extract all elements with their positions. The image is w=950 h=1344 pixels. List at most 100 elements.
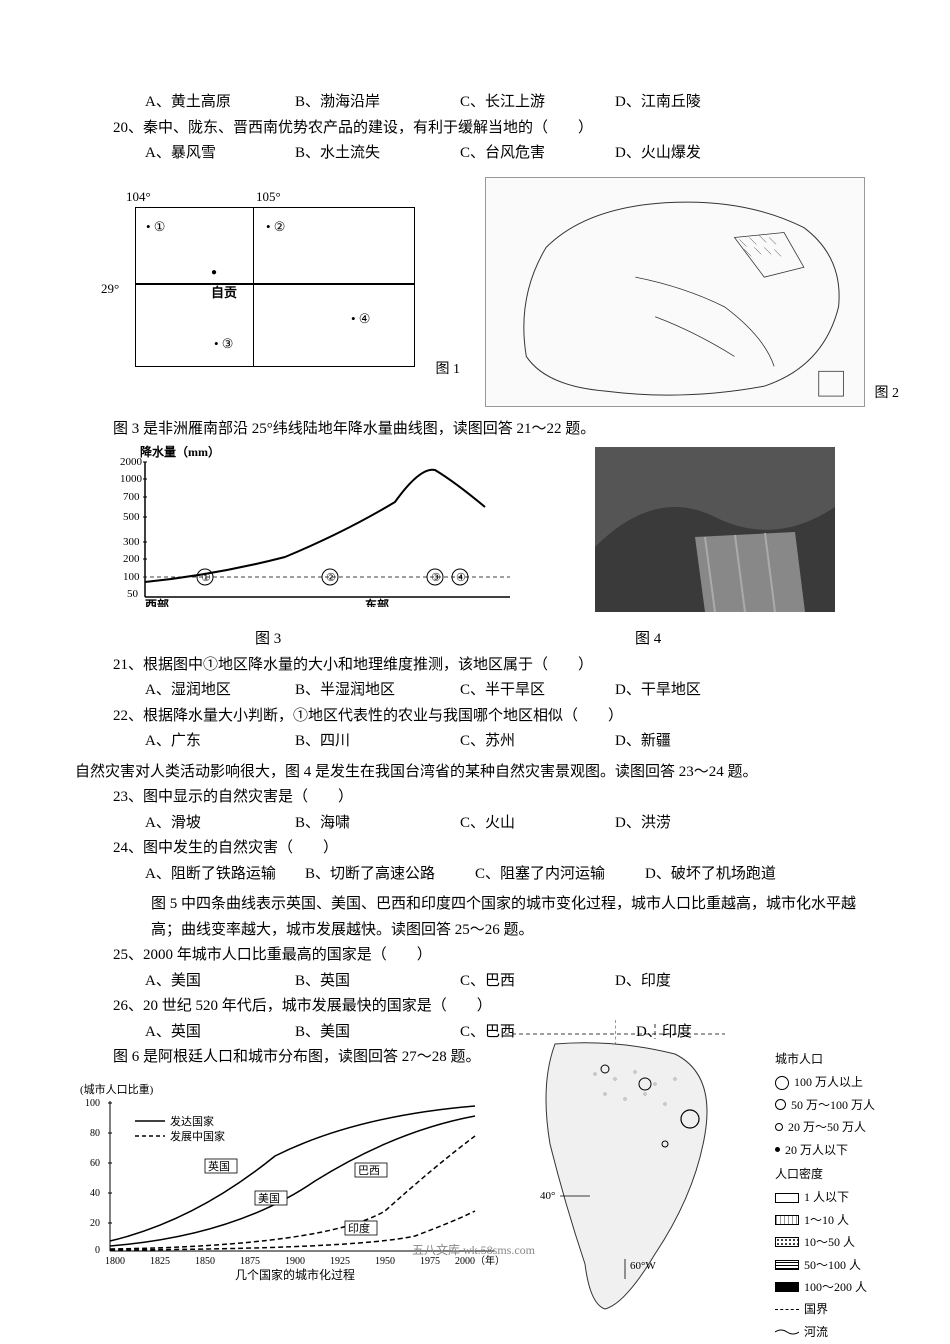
svg-text:印度: 印度 xyxy=(348,1221,370,1235)
q21-opt-c: C、半干旱区 xyxy=(460,678,615,704)
fig1-mark-3: • ③ xyxy=(214,333,233,355)
q22-opt-c: C、苏州 xyxy=(460,729,615,755)
svg-text:③: ③ xyxy=(431,572,441,584)
figure-1: 104° 105° 29° • ① • ② ●自贡 • ③ • ④ 图 1 xyxy=(95,177,435,377)
q24-options: A、阻断了铁路运输 B、切断了高速公路 C、阻塞了内河运输 D、破坏了机场跑道 xyxy=(75,862,875,888)
legend-pop1: 100 万人以上 xyxy=(794,1072,863,1092)
legend-den2: 1～10 人 xyxy=(804,1210,849,1230)
q23-opt-b: B、海啸 xyxy=(295,811,460,837)
q26-opt-b: B、美国 xyxy=(295,1020,460,1046)
fig34-captions: 图 3 图 4 xyxy=(75,627,875,653)
svg-text:50: 50 xyxy=(127,588,139,600)
q25-opt-d: D、印度 xyxy=(615,969,765,995)
q21-opt-b: B、半湿润地区 xyxy=(295,678,460,704)
q23-opt-a: A、滑坡 xyxy=(145,811,295,837)
precipitation-chart-icon: 2000 1000 700 500 300 200 100 50 ① ② ③ ④… xyxy=(115,447,515,607)
fig3-intro: 图 3 是非洲雁南部沿 25°纬线陆地年降水量曲线图，读图回答 21～22 题。 xyxy=(75,417,875,443)
fig1-caption: 图 1 xyxy=(436,358,461,382)
intro-23: 自然灾害对人类活动影响很大，图 4 是发生在我国台湾省的某种自然灾害景观图。读图… xyxy=(75,760,875,786)
figure-5: (城市人口比重) 100 80 60 40 20 0 1800 1825 185… xyxy=(75,1081,505,1281)
fig1-lon-104: 104° xyxy=(126,186,151,208)
q21-text: 21、根据图中①地区降水量的大小和地理维度推测，该地区属于（ ） xyxy=(75,653,875,679)
figure-6: 40° 60°W 城市人口 100 万人以上 50 万～100 万人 20 万～… xyxy=(495,1024,875,1324)
q25-opt-a: A、美国 xyxy=(145,969,295,995)
q24-opt-c: C、阻塞了内河运输 xyxy=(475,862,645,888)
svg-text:西部: 西部 xyxy=(145,597,169,607)
q20-opt-a: A、暴风雪 xyxy=(145,141,295,167)
intro-25: 图 5 中四条曲线表示英国、美国、巴西和印度四个国家的城市变化过程，城市人口比重… xyxy=(113,892,875,943)
q25-text: 25、2000 年城市人口比重最高的国家是（ ） xyxy=(75,943,875,969)
svg-text:100: 100 xyxy=(123,571,140,583)
svg-text:200: 200 xyxy=(123,553,140,565)
q22-opt-d: D、新疆 xyxy=(615,729,765,755)
svg-text:60°W: 60°W xyxy=(630,1260,656,1272)
q20-text: 20、秦中、陇东、晋西南优势农产品的建设，有利于缓解当地的（ ） xyxy=(75,116,875,142)
fig1-lat-29: 29° xyxy=(101,278,119,300)
legend-den4: 50～100 人 xyxy=(804,1255,861,1275)
q26-text: 26、20 世纪 520 年代后，城市发展最快的国家是（ ） xyxy=(75,994,875,1020)
fig1-mark-4: • ④ xyxy=(351,308,370,330)
q19-options: A、黄土高原 B、渤海沿岸 C、长江上游 D、江南丘陵 xyxy=(75,90,875,116)
landslide-photo-icon xyxy=(595,447,835,612)
legend-pop3: 20 万～50 万人 xyxy=(788,1117,866,1137)
svg-text:1875: 1875 xyxy=(240,1256,260,1267)
svg-text:(城市人口比重): (城市人口比重) xyxy=(80,1082,154,1096)
svg-text:700: 700 xyxy=(123,491,140,503)
q24-opt-d: D、破坏了机场跑道 xyxy=(645,862,776,888)
q20-opt-d: D、火山爆发 xyxy=(615,141,765,167)
q20-options: A、暴风雪 B、水土流失 C、台风危害 D、火山爆发 xyxy=(75,141,875,167)
q22-text: 22、根据降水量大小判断，①地区代表性的农业与我国哪个地区相似（ ） xyxy=(75,704,875,730)
q25-opt-b: B、英国 xyxy=(295,969,460,995)
fig4-caption: 图 4 xyxy=(635,627,785,653)
legend-pop4: 20 万人以下 xyxy=(785,1140,848,1160)
svg-text:④: ④ xyxy=(456,572,466,584)
svg-text:2000: 2000 xyxy=(120,456,143,468)
svg-text:1000: 1000 xyxy=(120,473,143,485)
svg-text:40°: 40° xyxy=(540,1190,555,1202)
svg-text:40: 40 xyxy=(90,1188,100,1199)
svg-text:②: ② xyxy=(326,572,336,584)
legend-river: 河流 xyxy=(804,1322,828,1342)
legend-pop2: 50 万～100 万人 xyxy=(791,1095,875,1115)
legend-title-pop: 城市人口 xyxy=(775,1049,875,1069)
legend-den1: 1 人以下 xyxy=(804,1187,849,1207)
q21-options: A、湿润地区 B、半湿润地区 C、半干旱区 D、干旱地区 xyxy=(75,678,875,704)
svg-text:1825: 1825 xyxy=(150,1256,170,1267)
svg-text:1800: 1800 xyxy=(105,1256,125,1267)
fig6-legend: 城市人口 100 万人以上 50 万～100 万人 20 万～50 万人 20 … xyxy=(775,1049,875,1344)
svg-text:500: 500 xyxy=(123,511,140,523)
svg-text:巴西: 巴西 xyxy=(358,1165,380,1177)
svg-text:300: 300 xyxy=(123,536,140,548)
svg-text:发达国家: 发达国家 xyxy=(170,1114,214,1128)
svg-text:80: 80 xyxy=(90,1128,100,1139)
figures-1-2-row: 104° 105° 29° • ① • ② ●自贡 • ③ • ④ 图 1 xyxy=(75,177,875,407)
svg-text:英国: 英国 xyxy=(208,1159,230,1173)
svg-text:20: 20 xyxy=(90,1218,100,1229)
legend-border: 国界 xyxy=(804,1299,828,1319)
q23-opt-c: C、火山 xyxy=(460,811,615,837)
q19-opt-c: C、长江上游 xyxy=(460,90,615,116)
svg-text:1900: 1900 xyxy=(285,1256,305,1267)
fig1-lon-105: 105° xyxy=(256,186,281,208)
q20-opt-c: C、台风危害 xyxy=(460,141,615,167)
q23-opt-d: D、洪涝 xyxy=(615,811,765,837)
svg-text:①: ① xyxy=(201,572,211,584)
legend-title-den: 人口密度 xyxy=(775,1164,875,1184)
q22-opt-b: B、四川 xyxy=(295,729,460,755)
svg-text:发展中国家: 发展中国家 xyxy=(170,1129,225,1143)
q24-opt-b: B、切断了高速公路 xyxy=(305,862,475,888)
q24-text: 24、图中发生的自然灾害（ ） xyxy=(75,836,875,862)
q19-opt-a: A、黄土高原 xyxy=(145,90,295,116)
q19-opt-b: B、渤海沿岸 xyxy=(295,90,460,116)
svg-text:1850: 1850 xyxy=(195,1256,215,1267)
svg-text:几个国家的城市化过程: 几个国家的城市化过程 xyxy=(235,1267,355,1281)
q23-options: A、滑坡 B、海啸 C、火山 D、洪涝 xyxy=(75,811,875,837)
figures-3-4-row: 降水量（mm） 2000 1000 700 500 300 200 100 50… xyxy=(75,447,875,627)
fig2-caption: 图 2 xyxy=(875,382,900,406)
q22-options: A、广东 B、四川 C、苏州 D、新疆 xyxy=(75,729,875,755)
svg-text:1925: 1925 xyxy=(330,1256,350,1267)
svg-text:0: 0 xyxy=(95,1245,100,1256)
q25-opt-c: C、巴西 xyxy=(460,969,615,995)
q19-opt-d: D、江南丘陵 xyxy=(615,90,765,116)
fig1-zigong: ●自贡 xyxy=(211,260,237,304)
